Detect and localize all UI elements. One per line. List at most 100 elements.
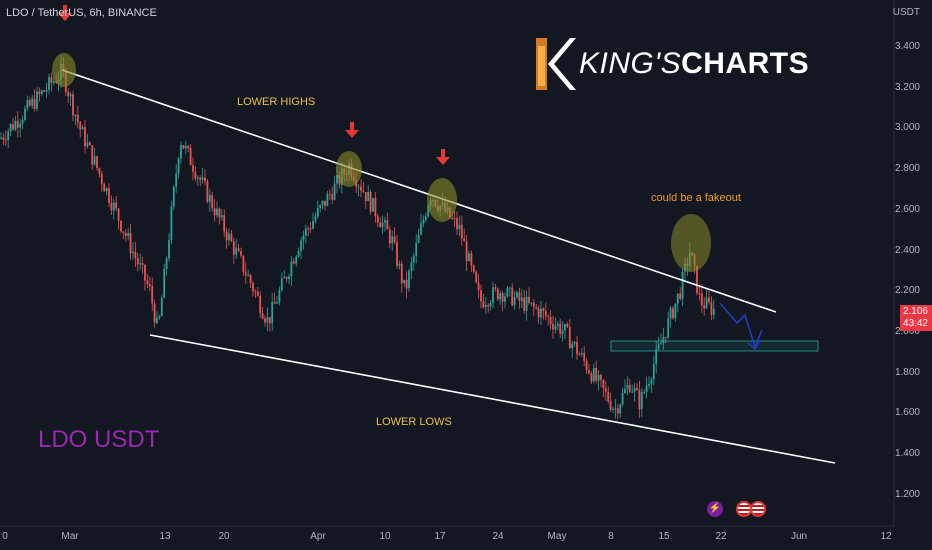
kingscharts-logo: KING'SCHARTS <box>534 32 809 96</box>
candle-down <box>232 241 235 255</box>
x-tick-label: 12 <box>880 531 892 542</box>
candle-up <box>132 251 134 254</box>
candle-down <box>240 251 242 256</box>
candle-down <box>703 305 706 309</box>
candle-up <box>333 183 336 200</box>
candle-down <box>76 114 79 123</box>
candle-up <box>170 206 173 241</box>
candle-up <box>160 298 163 317</box>
candle-up <box>660 343 662 345</box>
fakeout-highlight <box>671 214 711 272</box>
candle-down <box>376 216 379 223</box>
candle-up <box>597 374 600 381</box>
candle-up <box>297 250 300 257</box>
candle-up <box>614 408 617 410</box>
candle-down <box>213 208 216 216</box>
candle-down <box>256 291 259 296</box>
candle-up <box>499 293 502 300</box>
x-tick-label: May <box>547 531 567 542</box>
candle-down <box>568 326 571 349</box>
candle-up <box>648 384 650 386</box>
projection-arrow <box>719 302 763 351</box>
candle-down <box>206 181 209 202</box>
logo-suffix: CHARTS <box>681 47 810 80</box>
candle-up <box>271 301 274 324</box>
y-tick-label: 1.400 <box>894 448 920 459</box>
candle-down <box>700 293 703 306</box>
y-tick-label: 2.400 <box>894 244 920 256</box>
candle-up <box>172 187 175 207</box>
candle-down <box>122 231 125 233</box>
candle-up <box>468 253 470 262</box>
candle-down <box>151 286 154 304</box>
candle-up <box>367 191 370 202</box>
candle-down <box>192 165 194 172</box>
candle-up <box>408 270 410 289</box>
candle-up <box>302 235 305 241</box>
candle-down <box>480 290 482 302</box>
candle-up <box>712 308 715 315</box>
us-flag-icon[interactable] <box>750 501 766 517</box>
candle-down <box>470 253 473 266</box>
candle-up <box>424 216 427 220</box>
candle-up <box>561 330 564 334</box>
candle-up <box>415 242 418 256</box>
lower-highs-label: LOWER HIGHS <box>237 96 316 108</box>
candle-down <box>542 308 545 311</box>
candle-up <box>458 224 461 230</box>
candle-down <box>264 318 266 323</box>
candle-up <box>667 318 670 338</box>
candle-down <box>585 360 588 371</box>
candle-up <box>417 234 420 243</box>
candle-down <box>532 302 535 307</box>
candle-down <box>249 275 252 284</box>
candle-up <box>45 89 48 92</box>
candle-down <box>225 231 228 241</box>
candle-up <box>508 287 511 289</box>
current-price-value: 2.106 <box>902 306 928 317</box>
down-arrow-1 <box>58 5 72 21</box>
candle-up <box>127 233 130 237</box>
candle-down <box>523 297 526 311</box>
y-tick-label: 3.000 <box>894 122 920 134</box>
candle-up <box>513 297 516 306</box>
candle-up <box>276 302 278 304</box>
candle-down <box>2 137 5 140</box>
candle-down <box>204 177 206 182</box>
candle-down <box>679 293 682 299</box>
candle-down <box>285 277 288 280</box>
candle-up <box>580 352 583 355</box>
price-axis-currency: USDT <box>892 7 920 18</box>
candle-down <box>259 295 262 314</box>
candle-up <box>175 173 178 188</box>
candle-down <box>360 186 362 191</box>
candle-down <box>559 323 562 334</box>
candle-down <box>103 184 106 192</box>
lightning-icon[interactable]: ⚡ <box>707 501 723 517</box>
candle-down <box>108 187 110 204</box>
candle-down <box>194 171 197 179</box>
candle-down <box>120 220 122 232</box>
candle-down <box>50 77 53 83</box>
candle-up <box>295 256 298 264</box>
x-tick-label: 8 <box>608 531 614 542</box>
candle-down <box>182 145 185 149</box>
x-tick-label: 15 <box>658 531 670 542</box>
candle-up <box>158 316 161 318</box>
candle-up <box>165 258 168 270</box>
candle-down <box>638 390 641 410</box>
candle-up <box>398 263 401 266</box>
candle-up <box>492 287 494 303</box>
candle-down <box>362 190 365 193</box>
candle-up <box>201 177 204 180</box>
symbol-title[interactable]: LDO / TetherUS, 6h, BINANCE <box>6 7 157 19</box>
candle-down <box>628 385 631 392</box>
y-tick-label: 3.200 <box>894 81 920 93</box>
candle-down <box>698 293 701 295</box>
high-highlight-3 <box>427 178 457 222</box>
candle-up <box>540 308 542 318</box>
candle-up <box>48 77 50 90</box>
candle-up <box>52 81 55 83</box>
current-price-badge: 2.106 43:42 <box>900 305 932 331</box>
candle-up <box>592 368 595 382</box>
